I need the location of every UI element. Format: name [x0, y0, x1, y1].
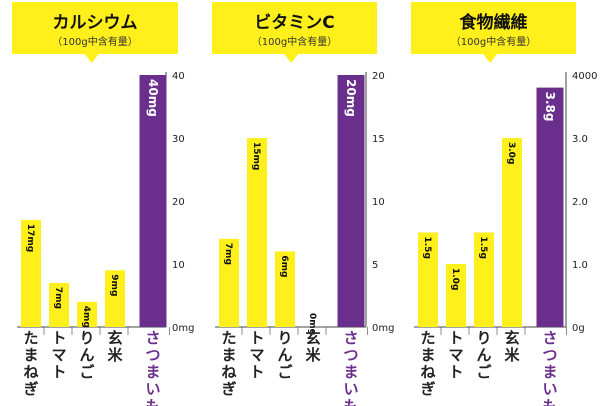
category-label: トマト: [51, 329, 66, 381]
bar-value-label: 6mg: [279, 255, 289, 277]
category-label: たまねぎ: [23, 329, 38, 398]
y-tick-label: 40: [172, 71, 185, 82]
bar-value-label: 7mg: [223, 243, 233, 265]
bar-3: [275, 251, 295, 327]
title-banner: [411, 2, 576, 63]
bar-2: [49, 282, 69, 327]
category-label: 玄米: [504, 329, 520, 364]
y-tick-label: 5: [372, 260, 378, 271]
bar-value-label: 9mg: [109, 274, 119, 296]
title-banner: [212, 2, 377, 63]
bar-value-label: 1.5g: [422, 237, 432, 259]
y-tick-label: 2.0: [572, 197, 588, 208]
bar-value-label: 15mg: [251, 142, 261, 170]
bar-value-label: 1.5g: [478, 237, 488, 259]
y-tick-label: 0mg: [372, 323, 394, 334]
bar-2: [247, 138, 267, 327]
bar-1: [418, 232, 438, 327]
bar-value-label: 3.0g: [506, 142, 516, 164]
chart-title: カルシウム: [53, 13, 138, 33]
bar-5: [139, 75, 167, 327]
bar-1: [21, 219, 41, 327]
bar-value-label: 40mg: [146, 79, 160, 117]
chart-panel-3: 食物繊維 （100g中含有量） 4000 3.0 2.0 1.0 0g 1.5g たまねぎ 1.0…: [411, 2, 597, 406]
y-tick-label: 30: [172, 134, 185, 145]
category-label: さつまいも: [542, 329, 557, 406]
y-tick-label: 0g: [572, 323, 585, 334]
y-tick-label: 20: [172, 197, 185, 208]
y-tick-label: 0mg: [172, 323, 194, 334]
chart-subtitle: （100g中含有量）: [52, 35, 137, 48]
category-label: 玄米: [107, 329, 123, 364]
category-label: たまねぎ: [420, 329, 435, 398]
y-tick-label: 10: [172, 260, 185, 271]
chart-subtitle: （100g中含有量）: [451, 35, 536, 48]
bar-4: [105, 270, 125, 327]
bar-4: [502, 138, 522, 327]
category-label: 玄米: [305, 329, 321, 364]
bar-value-label: 17mg: [25, 224, 35, 252]
category-label: トマト: [249, 329, 264, 381]
bar-5: [337, 75, 365, 327]
chart-panel-1: カルシウム （100g中含有量） 40 30 20 10 0mg 17mg たまねぎ 7mg トマト…: [12, 2, 194, 406]
y-tick-label: 15: [372, 134, 385, 145]
bar-3: [474, 232, 494, 327]
category-label: さつまいも: [145, 329, 160, 406]
category-label: たまねぎ: [221, 329, 236, 398]
category-label: トマト: [448, 329, 463, 381]
y-tick-label: 4000: [572, 71, 597, 82]
bar-1: [219, 238, 239, 327]
bar-5: [536, 87, 564, 327]
bar-value-label: 0mg: [307, 313, 317, 335]
y-tick-label: 10: [372, 197, 385, 208]
category-label: さつまいも: [343, 329, 358, 406]
title-banner: [12, 2, 178, 63]
y-tick-label: 1.0: [572, 260, 588, 271]
chart-panel-2: ビタミンC （100g中含有量） 20 15 10 5 0mg 7mg たまねぎ 15mg トマト 6…: [212, 2, 394, 406]
chart-title: ビタミンC: [254, 13, 334, 33]
bar-2: [446, 264, 466, 327]
category-label: りんご: [476, 329, 492, 381]
y-tick-label: 20: [372, 71, 385, 82]
bar-value-label: 7mg: [53, 287, 63, 309]
bar-3: [77, 301, 97, 327]
chart-title: 食物繊維: [460, 12, 528, 33]
category-label: りんご: [277, 329, 293, 381]
bar-value-label: 20mg: [344, 79, 358, 117]
y-tick-label: 3.0: [572, 134, 588, 145]
bar-value-label: 4mg: [81, 306, 91, 328]
category-label: りんご: [79, 329, 95, 381]
chart-subtitle: （100g中含有量）: [252, 35, 337, 48]
bar-value-label: 3.8g: [543, 92, 557, 122]
bar-value-label: 1.0g: [450, 268, 460, 290]
